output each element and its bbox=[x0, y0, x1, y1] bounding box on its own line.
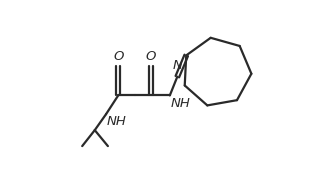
Text: NH: NH bbox=[107, 115, 127, 128]
Text: N: N bbox=[172, 59, 182, 72]
Text: NH: NH bbox=[171, 97, 191, 110]
Text: O: O bbox=[146, 50, 156, 63]
Text: O: O bbox=[113, 50, 123, 63]
